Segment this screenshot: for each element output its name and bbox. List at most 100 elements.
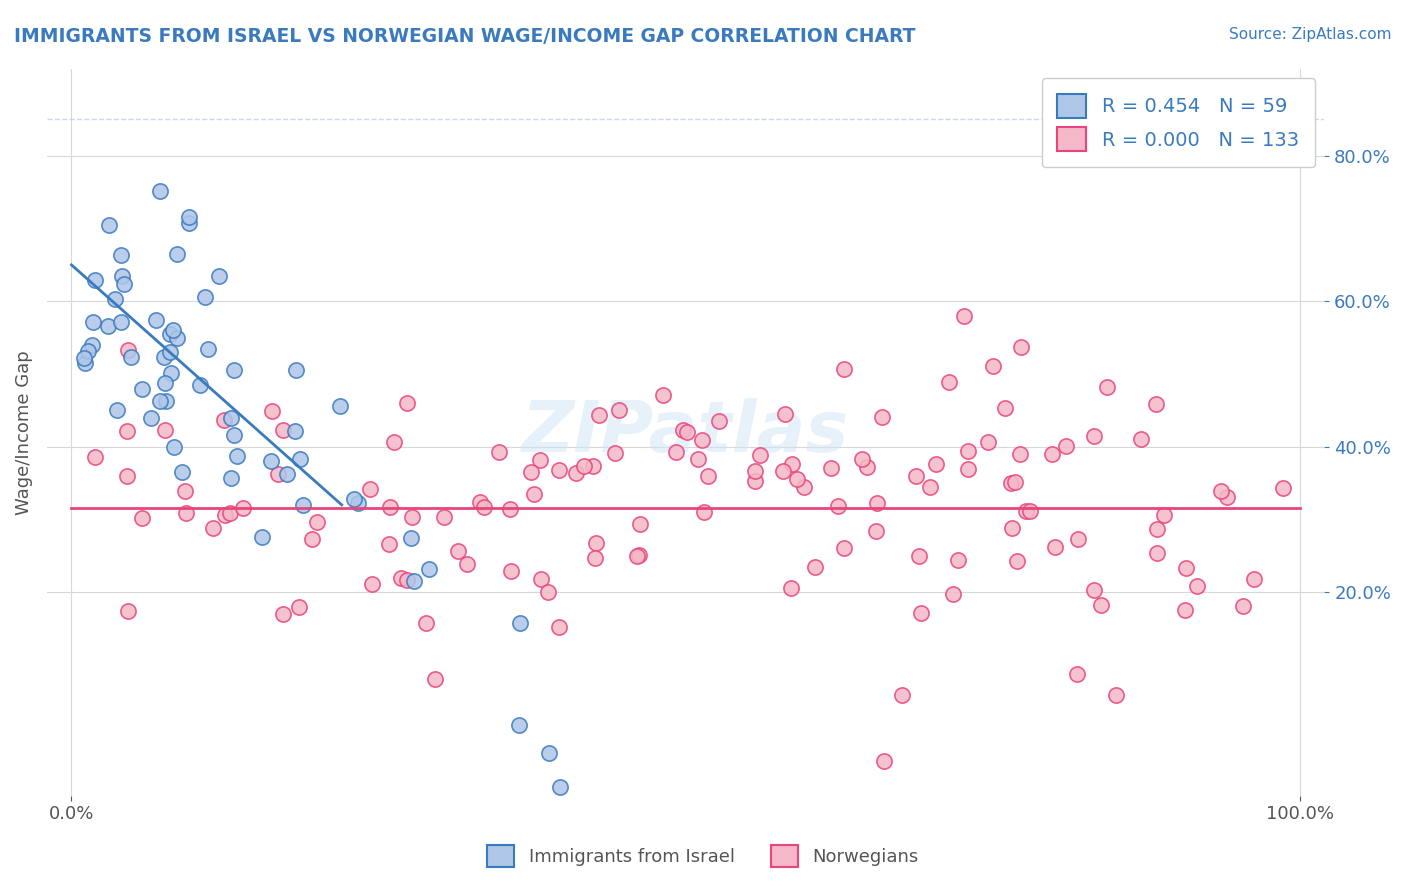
Point: [832, 541, 855, 556]
Point: [131, 510, 153, 524]
Point: [1144, 397, 1167, 411]
Point: [548, 463, 571, 477]
Point: [145, 312, 167, 326]
Point: [1004, 475, 1026, 489]
Point: [267, 467, 290, 481]
Point: [433, 510, 456, 524]
Point: [1175, 561, 1198, 575]
Point: [104, 292, 127, 306]
Point: [226, 449, 249, 463]
Point: [401, 510, 423, 524]
Point: [307, 516, 329, 530]
Point: [212, 413, 235, 427]
Point: [288, 600, 311, 615]
Point: [548, 780, 571, 794]
Point: [359, 482, 381, 496]
Point: [301, 532, 323, 546]
Point: [583, 551, 606, 566]
Point: [291, 498, 314, 512]
Point: [688, 452, 710, 467]
Point: [523, 486, 546, 500]
Point: [574, 459, 596, 474]
Point: [856, 459, 879, 474]
Point: [1209, 484, 1232, 499]
Point: [446, 544, 468, 558]
Point: [780, 458, 803, 472]
Point: [827, 500, 849, 514]
Point: [163, 440, 186, 454]
Point: [920, 480, 942, 494]
Point: [905, 468, 928, 483]
Point: [112, 277, 135, 291]
Point: [1001, 521, 1024, 535]
Point: [84, 450, 107, 464]
Point: [378, 536, 401, 550]
Point: [153, 376, 176, 391]
Point: [1066, 667, 1088, 681]
Point: [1105, 688, 1128, 702]
Point: [389, 571, 412, 585]
Point: [908, 549, 931, 563]
Point: [117, 604, 139, 618]
Point: [159, 326, 181, 341]
Point: [395, 573, 418, 587]
Point: [222, 363, 245, 377]
Point: [866, 496, 889, 510]
Point: [80, 338, 103, 352]
Point: [872, 754, 894, 768]
Point: [529, 452, 551, 467]
Point: [1153, 508, 1175, 523]
Y-axis label: Wage/Income Gap: Wage/Income Gap: [15, 350, 32, 515]
Point: [155, 393, 177, 408]
Point: [179, 216, 201, 230]
Point: [139, 410, 162, 425]
Point: [382, 434, 405, 449]
Point: [607, 402, 630, 417]
Point: [832, 362, 855, 376]
Point: [748, 449, 770, 463]
Point: [693, 505, 716, 519]
Point: [697, 468, 720, 483]
Point: [956, 461, 979, 475]
Point: [690, 433, 713, 447]
Point: [115, 424, 138, 438]
Text: IMMIGRANTS FROM ISRAEL VS NORWEGIAN WAGE/INCOME GAP CORRELATION CHART: IMMIGRANTS FROM ISRAEL VS NORWEGIAN WAGE…: [14, 27, 915, 45]
Point: [744, 474, 766, 488]
Point: [509, 615, 531, 630]
Legend: R = 0.454   N = 59, R = 0.000   N = 133: R = 0.454 N = 59, R = 0.000 N = 133: [1042, 78, 1315, 167]
Point: [977, 434, 1000, 449]
Point: [626, 549, 648, 563]
Point: [329, 400, 352, 414]
Point: [870, 410, 893, 425]
Point: [981, 359, 1004, 373]
Point: [942, 587, 965, 601]
Point: [260, 403, 283, 417]
Point: [214, 508, 236, 522]
Point: [468, 494, 491, 508]
Point: [925, 457, 948, 471]
Point: [1054, 439, 1077, 453]
Point: [1090, 598, 1112, 612]
Point: [1010, 340, 1032, 354]
Point: [1083, 582, 1105, 597]
Point: [744, 464, 766, 478]
Point: [1146, 546, 1168, 560]
Point: [890, 688, 912, 702]
Point: [1067, 532, 1090, 546]
Point: [77, 344, 100, 359]
Point: [120, 351, 142, 365]
Point: [271, 607, 294, 621]
Point: [627, 548, 650, 562]
Point: [153, 350, 176, 364]
Point: [1015, 504, 1038, 518]
Point: [1174, 603, 1197, 617]
Point: [111, 268, 134, 283]
Point: [957, 443, 980, 458]
Point: [202, 521, 225, 535]
Point: [208, 269, 231, 284]
Point: [97, 219, 120, 233]
Point: [564, 467, 586, 481]
Point: [773, 407, 796, 421]
Point: [107, 403, 129, 417]
Point: [1272, 481, 1295, 495]
